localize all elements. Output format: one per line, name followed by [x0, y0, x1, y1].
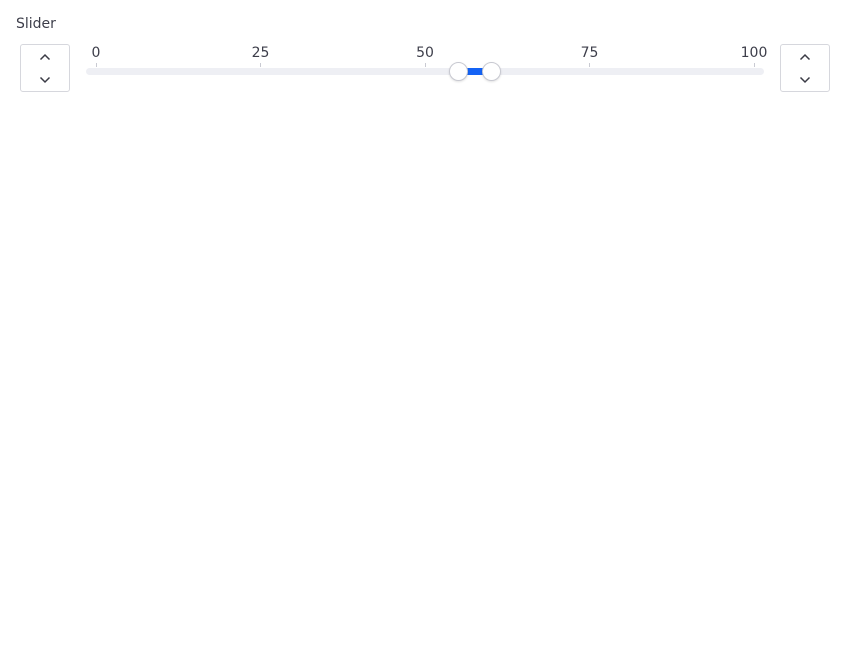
low-decrement-button[interactable]	[21, 68, 69, 91]
high-increment-button[interactable]	[781, 45, 829, 68]
high-decrement-button[interactable]	[781, 68, 829, 91]
chevron-down-icon	[39, 76, 51, 83]
slider-tick-mark	[589, 63, 590, 67]
chevron-down-icon	[799, 76, 811, 83]
slider-tick-label: 100	[740, 45, 768, 61]
slider-thumb-high[interactable]	[481, 62, 501, 81]
slider-track[interactable]	[86, 68, 764, 75]
range-slider[interactable]: 0 25 50 75 100	[86, 40, 767, 90]
high-value-stepper[interactable]	[780, 44, 830, 92]
slider-tick-label: 0	[91, 45, 101, 61]
slider-tick-label: 50	[416, 45, 434, 61]
slider-label: Slider	[16, 16, 56, 32]
slider-tick-label: 25	[251, 45, 270, 61]
slider-selected-range	[457, 68, 491, 75]
low-increment-button[interactable]	[21, 45, 69, 68]
chevron-up-icon	[39, 53, 51, 60]
slider-tick-mark	[260, 63, 261, 67]
slider-tick-mark	[95, 63, 97, 67]
slider-tick-mark	[424, 63, 426, 67]
chevron-up-icon	[799, 53, 811, 60]
slider-tick-label: 75	[580, 45, 599, 61]
slider-thumb-low[interactable]	[448, 62, 468, 81]
slider-tick-mark	[753, 63, 755, 67]
low-value-stepper[interactable]	[20, 44, 70, 92]
